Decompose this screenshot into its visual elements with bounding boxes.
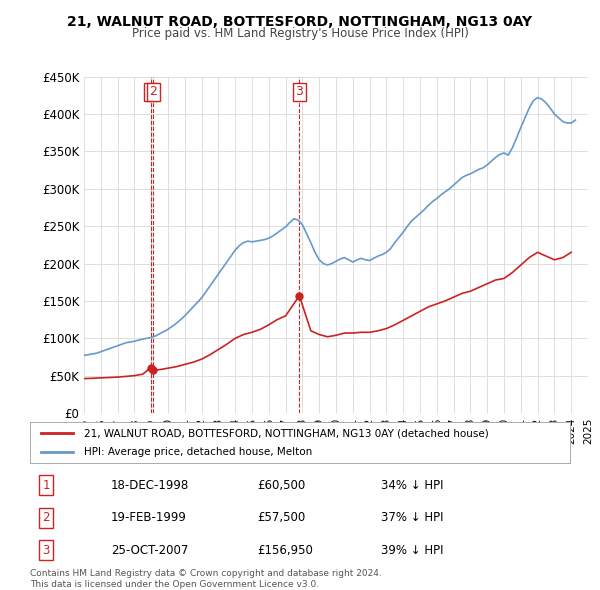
Text: 18-DEC-1998: 18-DEC-1998	[111, 478, 189, 492]
Text: HPI: Average price, detached house, Melton: HPI: Average price, detached house, Melt…	[84, 447, 312, 457]
Text: 25-OCT-2007: 25-OCT-2007	[111, 543, 188, 557]
Text: 39% ↓ HPI: 39% ↓ HPI	[381, 543, 443, 557]
Text: 21, WALNUT ROAD, BOTTESFORD, NOTTINGHAM, NG13 0AY (detached house): 21, WALNUT ROAD, BOTTESFORD, NOTTINGHAM,…	[84, 428, 489, 438]
Text: £60,500: £60,500	[257, 478, 305, 492]
Text: 34% ↓ HPI: 34% ↓ HPI	[381, 478, 443, 492]
Text: 3: 3	[295, 85, 304, 98]
Text: 1: 1	[43, 478, 50, 492]
Text: £57,500: £57,500	[257, 511, 305, 525]
Text: Contains HM Land Registry data © Crown copyright and database right 2024.
This d: Contains HM Land Registry data © Crown c…	[30, 569, 382, 589]
Text: Price paid vs. HM Land Registry's House Price Index (HPI): Price paid vs. HM Land Registry's House …	[131, 27, 469, 40]
Text: 1: 1	[146, 85, 154, 98]
Text: 2: 2	[149, 85, 157, 98]
Text: £156,950: £156,950	[257, 543, 313, 557]
Text: 21, WALNUT ROAD, BOTTESFORD, NOTTINGHAM, NG13 0AY: 21, WALNUT ROAD, BOTTESFORD, NOTTINGHAM,…	[67, 15, 533, 29]
Text: 2: 2	[43, 511, 50, 525]
Text: 3: 3	[43, 543, 50, 557]
Text: 19-FEB-1999: 19-FEB-1999	[111, 511, 187, 525]
Text: 37% ↓ HPI: 37% ↓ HPI	[381, 511, 443, 525]
